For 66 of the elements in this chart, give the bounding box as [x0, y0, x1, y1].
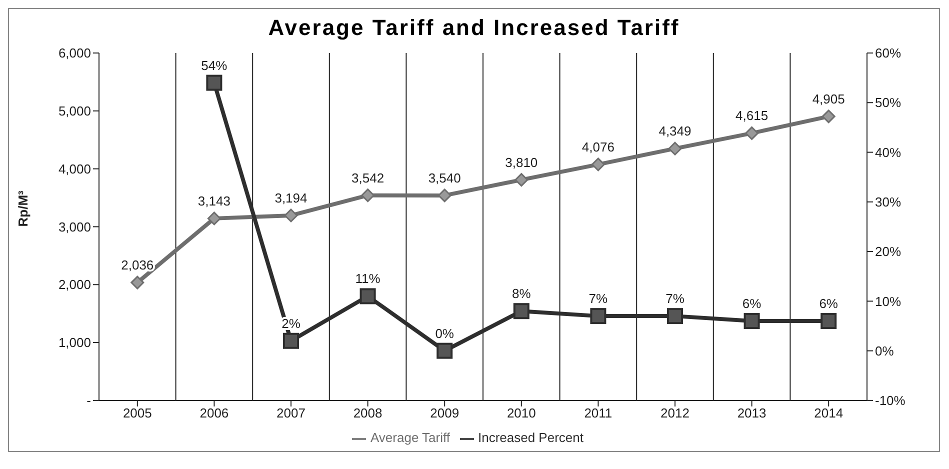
- x-tick-label: 2013: [737, 406, 766, 421]
- data-label: 7%: [588, 291, 608, 306]
- data-label: 4,076: [582, 139, 614, 154]
- point: [514, 173, 528, 187]
- data-label: 54%: [201, 58, 228, 73]
- x-tick-label: 2007: [276, 406, 306, 421]
- x-tick-label: 2005: [122, 406, 152, 421]
- x-tick-label: 2006: [200, 406, 229, 421]
- point: [361, 188, 375, 202]
- point: [667, 308, 683, 324]
- data-label: 3,810: [505, 154, 538, 170]
- point: [513, 303, 530, 320]
- point: [590, 308, 606, 324]
- y2-tick-label: -10%: [875, 393, 906, 408]
- data-label: 4,905: [812, 91, 845, 106]
- y-axis-title: Rp/M³: [16, 190, 31, 227]
- data-label: 3,542: [352, 170, 384, 186]
- point: [283, 332, 299, 349]
- y2-tick-label: 40%: [875, 144, 902, 160]
- data-label: 3,194: [274, 190, 308, 206]
- point: [207, 212, 221, 226]
- y-tick-label: 2,000: [58, 277, 91, 292]
- y-tick-label: 3,000: [58, 219, 91, 234]
- x-tick-label: 2014: [814, 406, 844, 421]
- data-label: 3,540: [428, 170, 461, 186]
- data-label: 7%: [666, 291, 685, 306]
- point: [284, 208, 298, 222]
- point: [745, 126, 759, 140]
- chart-title: Average Tariff and Increased Tariff: [267, 15, 681, 41]
- data-label: 6%: [819, 296, 838, 312]
- y-tick-label: 5,000: [58, 104, 91, 119]
- y2-tick-label: 60%: [875, 46, 902, 61]
- point: [130, 276, 144, 290]
- x-tick-label: 2008: [353, 406, 382, 421]
- data-label: 4,349: [658, 124, 692, 139]
- x-tick-label: 2011: [584, 406, 612, 421]
- point: [822, 110, 836, 124]
- y-tick-label: 1,000: [58, 335, 91, 350]
- y-tick-label: 4,000: [58, 161, 91, 176]
- x-tick-label: 2012: [660, 406, 690, 421]
- data-label: 3,143: [198, 193, 230, 208]
- data-label: 4,615: [736, 108, 768, 124]
- data-label: 6%: [742, 296, 762, 312]
- point: [668, 142, 682, 156]
- x-tick-label: 2009: [430, 406, 460, 421]
- point: [591, 158, 605, 172]
- data-label: 8%: [512, 286, 532, 302]
- data-label: 0%: [435, 326, 454, 341]
- legend-label: Average Tariff: [370, 430, 450, 446]
- point: [436, 342, 453, 359]
- data-label: 11%: [355, 271, 381, 286]
- point: [360, 288, 376, 304]
- legend-label: Increased Percent: [478, 430, 584, 446]
- point: [744, 313, 760, 330]
- y2-tick-label: 50%: [875, 95, 902, 110]
- y2-tick-label: 20%: [875, 244, 902, 260]
- y2-tick-label: 30%: [875, 194, 902, 210]
- y-tick-label: 6,000: [58, 46, 91, 61]
- y2-tick-label: 0%: [875, 343, 894, 358]
- point: [820, 313, 837, 330]
- y2-tick-label: 10%: [875, 294, 902, 309]
- x-tick-label: 2010: [506, 406, 536, 421]
- point: [206, 74, 222, 91]
- y-tick-label: -: [86, 393, 91, 408]
- point: [438, 188, 452, 202]
- data-label: 2,036: [121, 258, 154, 273]
